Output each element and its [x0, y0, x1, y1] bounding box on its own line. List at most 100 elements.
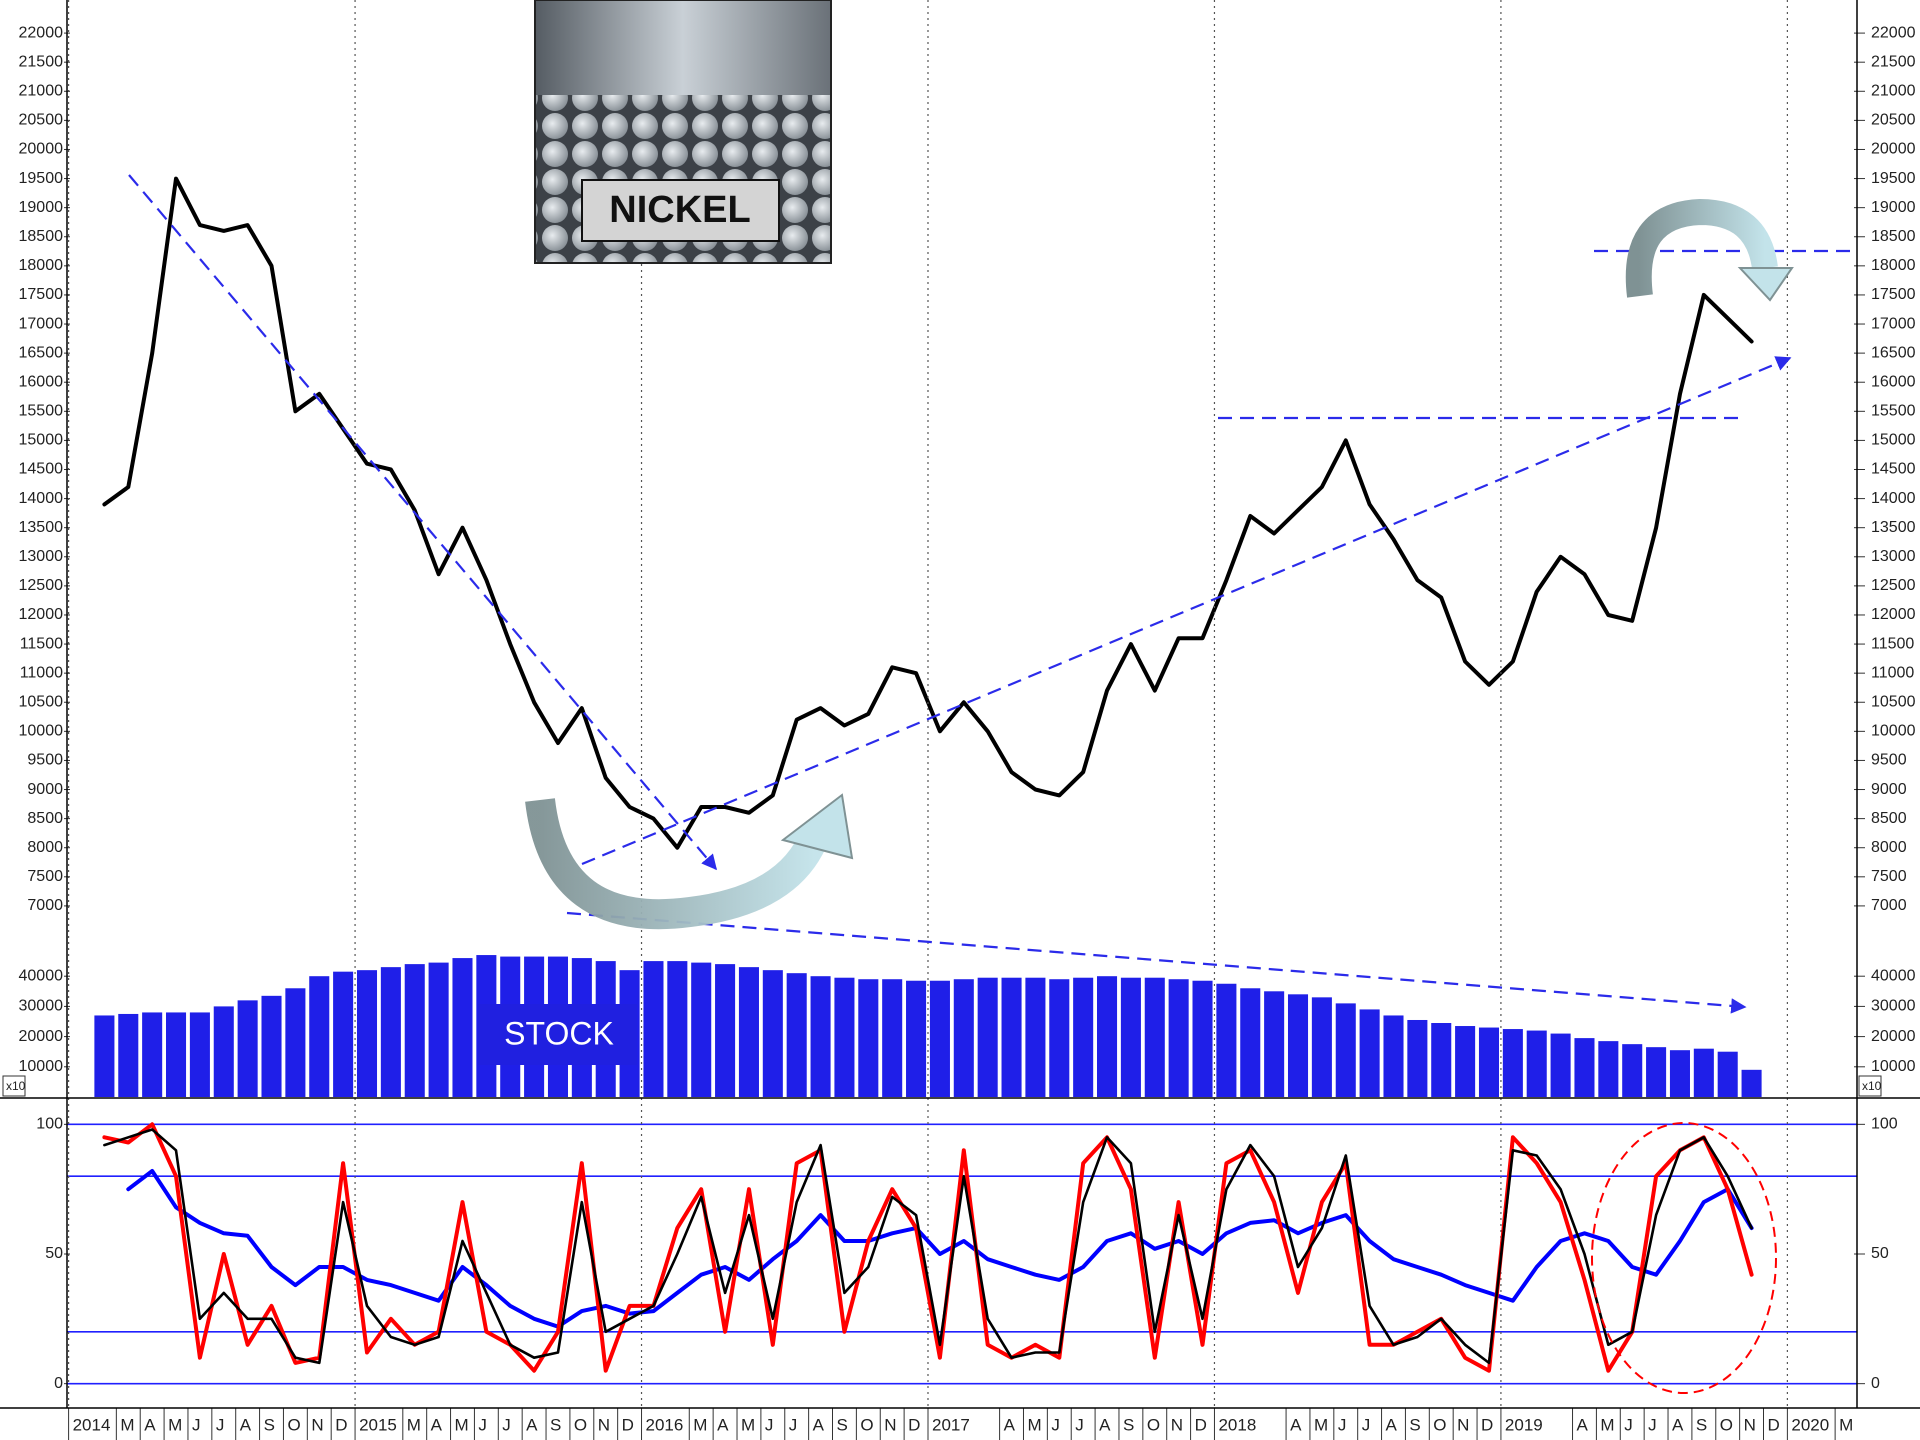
- bar: [906, 980, 927, 1097]
- bar: [1741, 1069, 1762, 1097]
- picture-label-box: [581, 179, 780, 242]
- bar: [691, 962, 712, 1097]
- y-tick-label-right: 9500: [1871, 752, 1907, 769]
- y-tick-label-right: 15500: [1871, 403, 1916, 420]
- y-tick-label-right: 7000: [1871, 897, 1907, 914]
- y-tick-label: 100: [36, 1116, 63, 1133]
- y-tick-label: 19000: [19, 199, 64, 216]
- x-tick-label: J: [1648, 1415, 1657, 1434]
- bar: [1240, 988, 1261, 1097]
- x-tick-label: 2020: [1791, 1415, 1829, 1434]
- bar: [1097, 976, 1118, 1097]
- bar: [1502, 1029, 1523, 1097]
- bar: [1192, 980, 1213, 1097]
- x-tick-label: O: [287, 1415, 300, 1434]
- bar: [1073, 977, 1094, 1097]
- bar: [1335, 1003, 1356, 1097]
- highlight-ellipse: [1591, 1122, 1777, 1394]
- y-tick-label-right: 40000: [1871, 967, 1916, 984]
- bar: [1598, 1041, 1619, 1097]
- arrow-head: [780, 793, 854, 860]
- y-tick-label: 10000: [19, 723, 64, 740]
- bar: [428, 962, 449, 1097]
- y-tick-label: 15500: [19, 403, 64, 420]
- bar: [1407, 1019, 1428, 1097]
- y-tick-label: 11500: [20, 635, 63, 652]
- x-tick-label: J: [1362, 1415, 1371, 1434]
- x-tick-label: A: [1577, 1415, 1589, 1434]
- y-tick-label: 9000: [27, 781, 63, 798]
- x-tick-label: M: [1839, 1415, 1853, 1434]
- y-tick-label-right: 19500: [1871, 170, 1916, 187]
- bar: [356, 970, 378, 1097]
- x-tick-label: J: [192, 1415, 201, 1434]
- y-tick-label: 16500: [19, 344, 64, 361]
- bar: [1550, 1033, 1571, 1097]
- y-tick-label: 14500: [19, 461, 64, 478]
- x-tick-label: M: [407, 1415, 421, 1434]
- x-tick-label: D: [622, 1415, 634, 1434]
- x-tick-label: A: [1290, 1415, 1302, 1434]
- x-tick-label: M: [693, 1415, 707, 1434]
- x-tick-label: O: [1147, 1415, 1160, 1434]
- bar: [858, 979, 879, 1097]
- x-tick-label: S: [837, 1415, 848, 1434]
- bar: [142, 1012, 163, 1097]
- y-tick-label: 20500: [19, 112, 64, 129]
- series-line: [103, 1128, 1753, 1365]
- trend-line: [128, 174, 717, 871]
- x-tick-label: O: [1720, 1415, 1733, 1434]
- bar: [1120, 977, 1141, 1097]
- y-tick-label-right: 22000: [1871, 24, 1916, 41]
- x-tick-label: M: [120, 1415, 134, 1434]
- y-tick-label: 21000: [19, 83, 64, 100]
- unit-label-box: [2, 1075, 26, 1097]
- y-tick-label: 20000: [19, 1028, 64, 1045]
- x-tick-label: S: [550, 1415, 561, 1434]
- y-tick-label-right: 13500: [1871, 519, 1916, 536]
- x-tick-label: J: [478, 1415, 487, 1434]
- bar: [165, 1012, 187, 1097]
- bar: [189, 1012, 210, 1097]
- bar: [1025, 977, 1046, 1097]
- x-tick-label: O: [860, 1415, 873, 1434]
- y-tick-label-right: 100: [1871, 1116, 1898, 1133]
- bar: [1216, 983, 1237, 1097]
- bar: [333, 971, 354, 1097]
- bar: [1526, 1030, 1547, 1097]
- x-tick-label: M: [455, 1415, 469, 1434]
- y-tick-label-right: 14000: [1871, 490, 1916, 507]
- bar: [285, 988, 306, 1097]
- y-tick-label-right: 9000: [1871, 781, 1907, 798]
- y-tick-label: 18500: [19, 228, 64, 245]
- x-tick-label: J: [765, 1415, 774, 1434]
- bar: [1311, 997, 1332, 1097]
- arrow-head: [1737, 267, 1794, 302]
- y-tick-label-right: 12500: [1871, 577, 1916, 594]
- bar: [738, 967, 759, 1097]
- bar: [1359, 1009, 1380, 1097]
- stock-label-text: STOCK: [504, 1015, 614, 1051]
- x-tick-label: M: [1027, 1415, 1041, 1434]
- x-tick-label: J: [1075, 1415, 1084, 1434]
- y-tick-label: 19500: [19, 170, 64, 187]
- y-tick-label-right: 30000: [1871, 998, 1916, 1015]
- y-tick-label: 8500: [27, 810, 63, 827]
- y-tick-label-right: 21500: [1871, 53, 1916, 70]
- bar: [1049, 979, 1070, 1097]
- bar: [1168, 979, 1189, 1097]
- x-tick-label: N: [598, 1415, 610, 1434]
- x-tick-label: N: [1457, 1415, 1469, 1434]
- x-tick-label: A: [1099, 1415, 1111, 1434]
- x-tick-label: D: [1195, 1415, 1207, 1434]
- nickel-picture: NICKEL: [534, 0, 832, 264]
- y-tick-label-right: 20000: [1871, 141, 1916, 158]
- y-tick-label: 30000: [19, 998, 64, 1015]
- y-tick-label: 8000: [27, 839, 63, 856]
- bar: [261, 995, 282, 1097]
- bar: [309, 976, 330, 1097]
- unit-label-box: [1858, 1075, 1882, 1097]
- y-tick-label: 7000: [27, 897, 63, 914]
- series-line: [126, 1169, 1754, 1329]
